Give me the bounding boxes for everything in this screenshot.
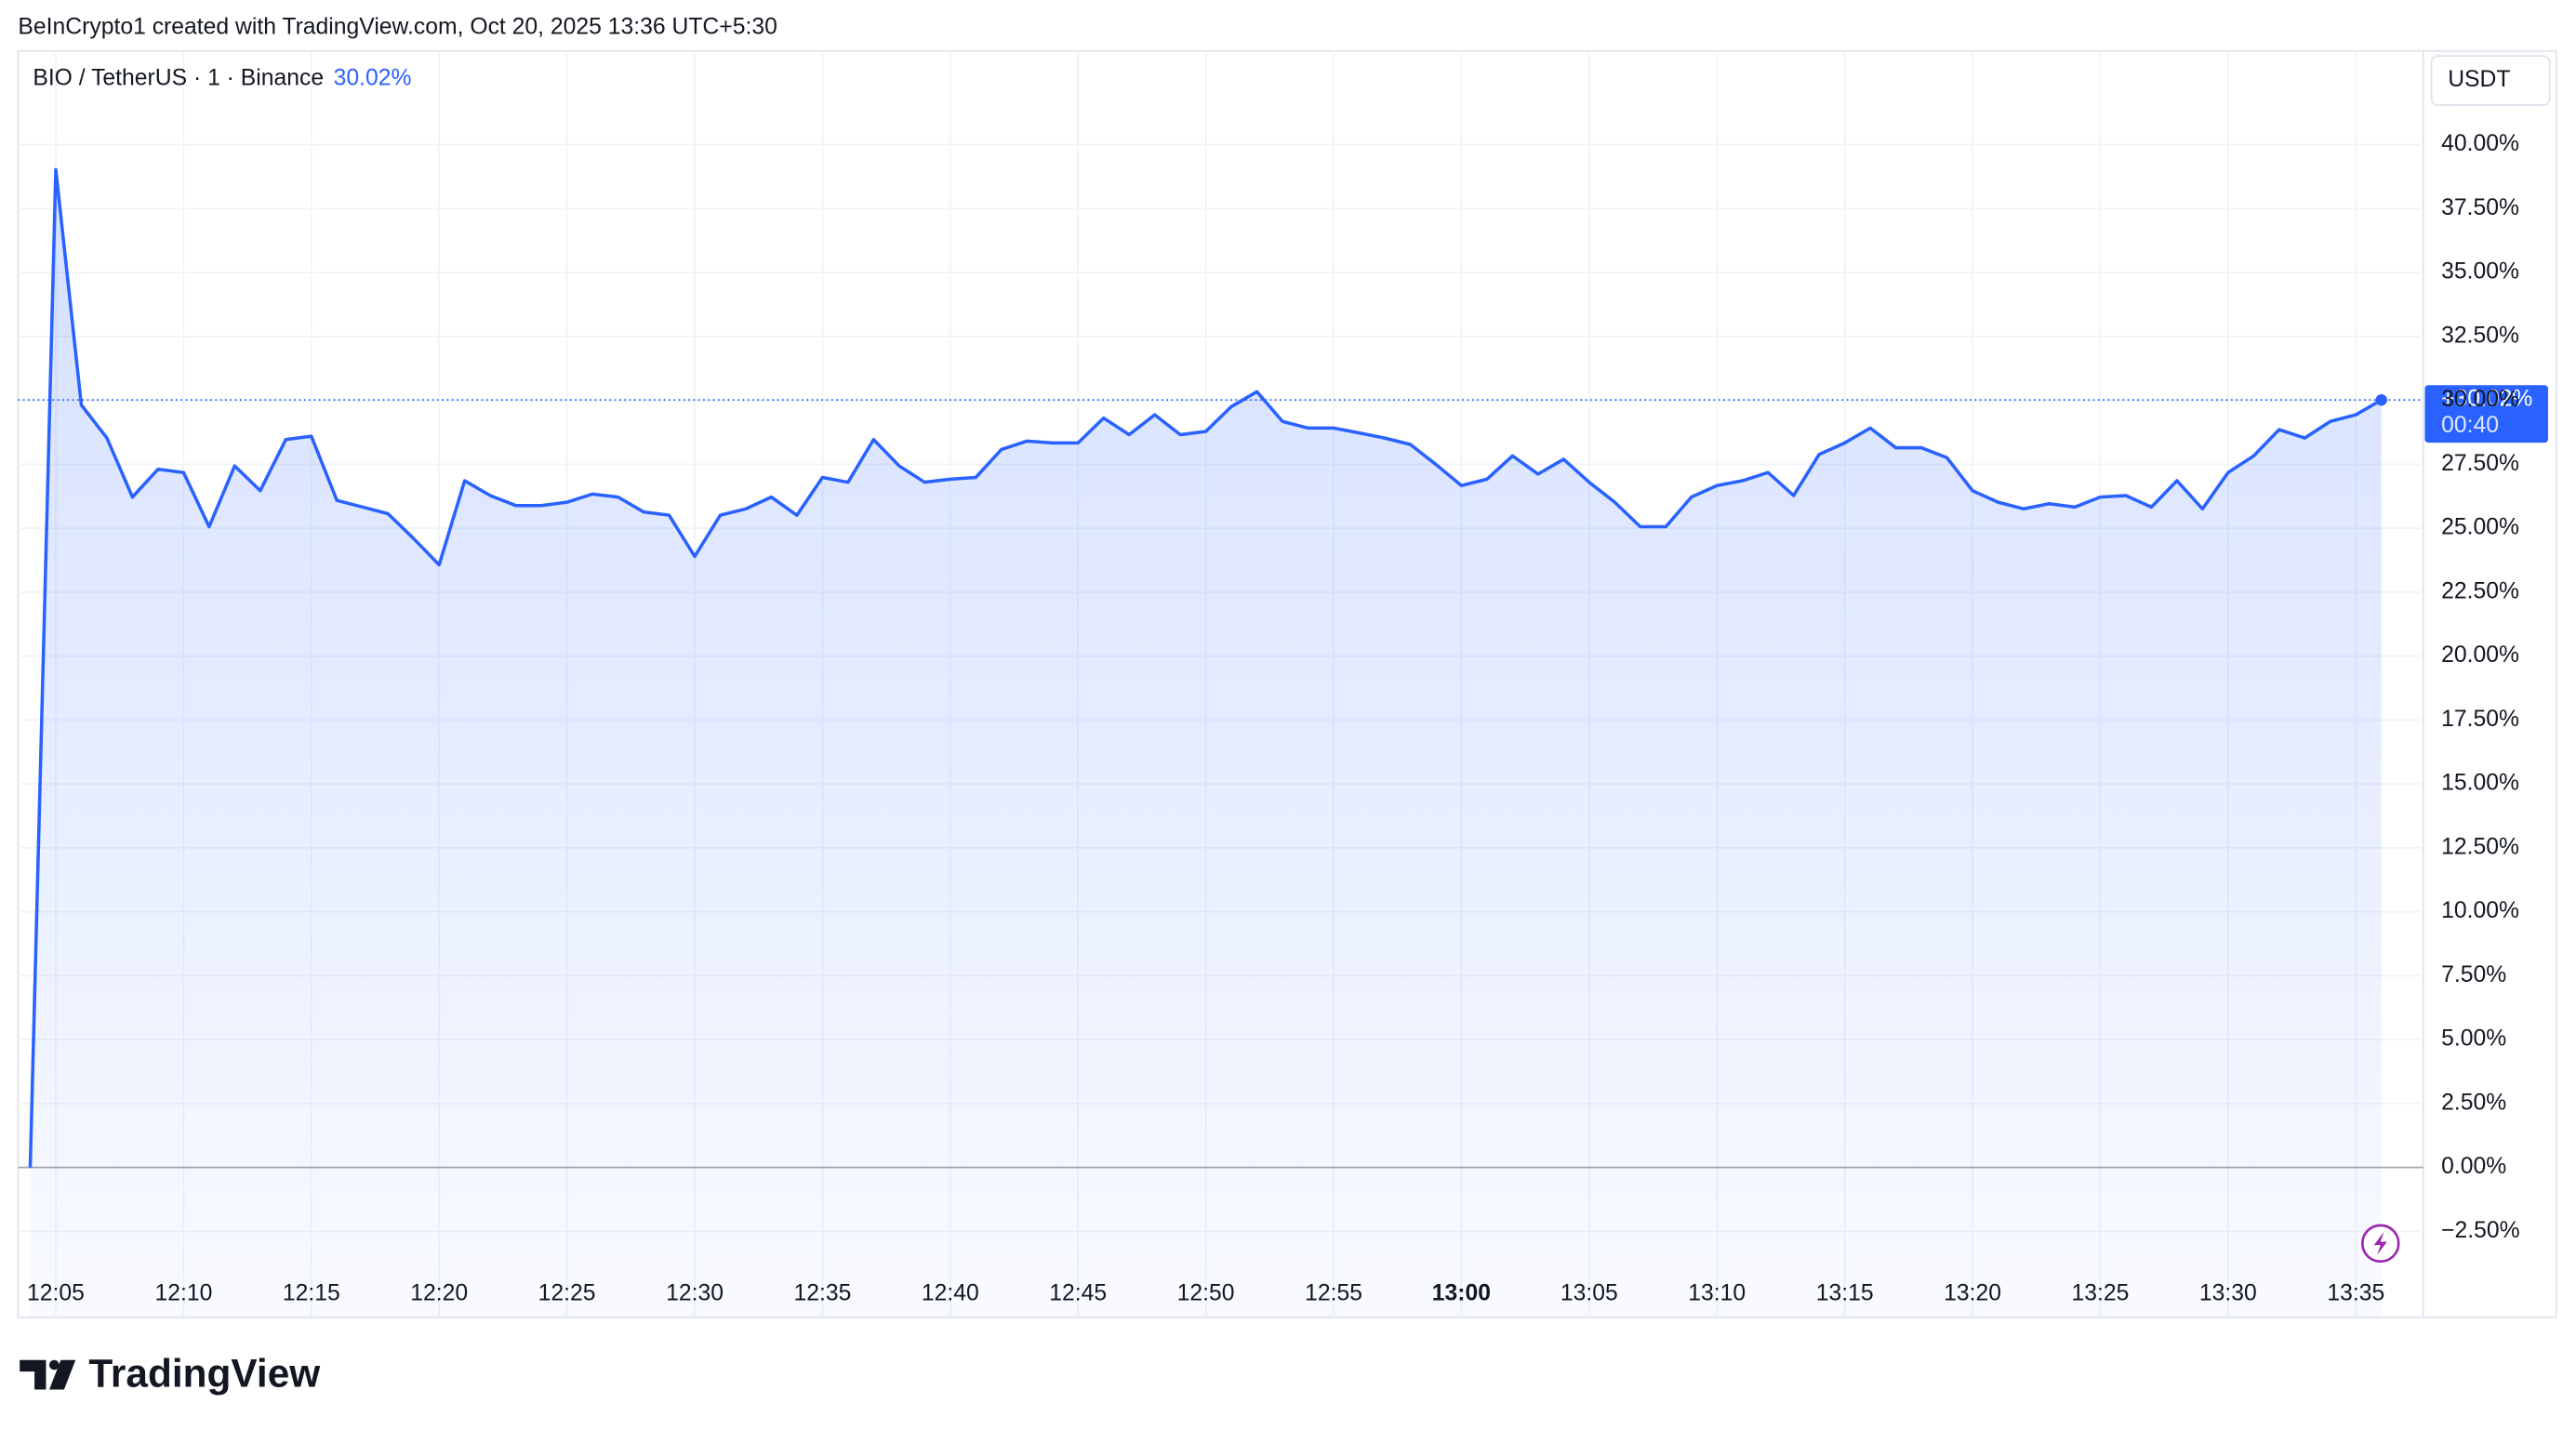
x-tick-label: 12:45	[1049, 1281, 1107, 1306]
x-tick-label: 13:35	[2327, 1281, 2384, 1306]
y-tick-label: 5.00%	[2441, 1026, 2506, 1052]
logo-slash	[48, 1359, 76, 1390]
x-tick-label: 12:20	[410, 1281, 468, 1306]
labels: −2.50% 0.00% 2.50% 5.00% 7.50% 10.00% 12.50% 15…	[27, 131, 2520, 1305]
y-tick-label: 37.50%	[2441, 195, 2519, 220]
x-tick-label: 12:55	[1305, 1281, 1362, 1306]
price-tag	[2424, 385, 2548, 444]
legend-change: 30.02%	[334, 65, 412, 90]
logo-text: TradingView	[88, 1352, 321, 1396]
alert-icon[interactable]	[2361, 1224, 2400, 1264]
x-tick-label: 13:15	[1816, 1281, 1874, 1306]
last-point	[2375, 393, 2387, 406]
logo-mark	[20, 1359, 46, 1390]
y-tick-label: 7.50%	[2441, 962, 2506, 987]
y-tick-label: 32.50%	[2441, 323, 2519, 348]
x-tick-label: 12:10	[154, 1281, 212, 1306]
y-tick-label: 25.00%	[2441, 515, 2519, 540]
x-tick-label: 12:15	[283, 1281, 340, 1306]
x-tick-label: 12:25	[538, 1281, 596, 1306]
y-tick-label: 15.00%	[2441, 771, 2519, 796]
alert-bolt[interactable]	[2373, 1231, 2387, 1255]
plot: +30.02%00:40	[18, 167, 2548, 1317]
line	[28, 167, 2383, 1168]
area	[30, 169, 2382, 1317]
countdown: 00:40	[2441, 413, 2499, 438]
logo: TradingView	[20, 1352, 321, 1396]
y-tick-label: 22.50%	[2441, 578, 2519, 603]
credit: BeInCrypto1 created with TradingView.com…	[18, 15, 777, 40]
x-tick-label: 13:05	[1560, 1281, 1618, 1306]
x-tick-label: 13:00	[1432, 1281, 1491, 1306]
y-tick-label: −2.50%	[2441, 1218, 2520, 1243]
currency-box[interactable]	[2430, 55, 2551, 106]
y-tick-label: 40.00%	[2441, 131, 2519, 156]
currency[interactable]: USDT	[2448, 67, 2510, 92]
x-tick-label: 12:40	[922, 1281, 979, 1306]
y-tick-label: 35.00%	[2441, 259, 2519, 285]
logo-dot	[48, 1359, 60, 1370]
x-tick-label: 13:10	[1688, 1281, 1746, 1306]
x-tick-label: 13:30	[2199, 1281, 2257, 1306]
x-tick-label: 12:30	[666, 1281, 724, 1306]
x-tick-label: 12:35	[793, 1281, 851, 1306]
x-tick-label: 13:25	[2072, 1281, 2130, 1306]
x-tick-label: 12:50	[1177, 1281, 1235, 1306]
x-tick-label: 12:05	[27, 1281, 85, 1306]
y-tick-label: 27.50%	[2441, 451, 2519, 476]
y-tick-label: 30.00%	[2441, 387, 2519, 412]
symbol: BIO / TetherUS · 1 · Binance	[33, 65, 324, 90]
y-tick-label: 20.00%	[2441, 642, 2519, 668]
y-tick-label: 2.50%	[2441, 1090, 2506, 1115]
y-tick-label: 12.50%	[2441, 834, 2519, 859]
y-tick-label: 17.50%	[2441, 707, 2519, 732]
price-tag-label: +30.02%	[2441, 387, 2532, 412]
y-tick-label: 0.00%	[2441, 1154, 2506, 1179]
y-tick-label: 10.00%	[2441, 898, 2519, 923]
x-tick-label: 13:20	[1944, 1281, 2001, 1306]
